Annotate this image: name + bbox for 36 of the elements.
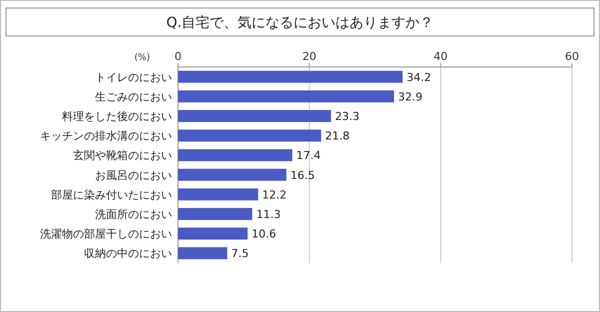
x-tick-label: 40	[434, 50, 448, 63]
y-tick-label: 部屋に染み付いたにおい	[51, 188, 172, 202]
data-label: 10.6	[252, 228, 276, 241]
x-tick-label: 60	[565, 50, 579, 63]
y-tick-label: お風呂のにおい	[95, 168, 172, 182]
data-label: 7.5	[231, 247, 249, 260]
data-label: 32.9	[398, 90, 423, 104]
bar	[178, 188, 258, 200]
bar	[178, 247, 228, 260]
bar	[178, 149, 292, 162]
bar	[178, 70, 403, 83]
x-axis-title: (%)	[134, 53, 150, 63]
bar	[178, 110, 332, 122]
data-label: 11.3	[256, 208, 281, 221]
bar	[178, 228, 248, 240]
bar	[178, 168, 286, 181]
data-label: 16.5	[290, 168, 315, 182]
data-label: 21.8	[325, 130, 350, 143]
data-label: 34.2	[406, 70, 432, 84]
y-tick-label: 玄関や靴箱のにおい	[73, 149, 172, 162]
bar	[178, 90, 394, 102]
y-tick-label: 洗濯物の部屋干しのにおい	[40, 228, 172, 241]
y-tick-label: 料理をした後のにおい	[62, 110, 172, 123]
x-tick-label: 0	[174, 50, 182, 63]
bar	[178, 130, 322, 142]
data-label: 23.3	[335, 110, 360, 123]
y-tick-label: 生ごみのにおい	[95, 90, 172, 104]
bar	[178, 208, 252, 220]
y-tick-label: トイレのにおい	[95, 70, 172, 84]
y-tick-label: キッチンの排水溝のにおい	[40, 130, 172, 143]
chart-title: Q.自宅で、気になるにおいはありますか？	[166, 15, 434, 31]
data-label: 17.4	[296, 149, 321, 162]
data-label: 12.2	[262, 188, 287, 202]
y-tick-label: 収納の中のにおい	[84, 247, 172, 260]
x-tick-label: 20	[302, 50, 316, 63]
y-tick-label: 洗面所のにおい	[95, 208, 172, 221]
